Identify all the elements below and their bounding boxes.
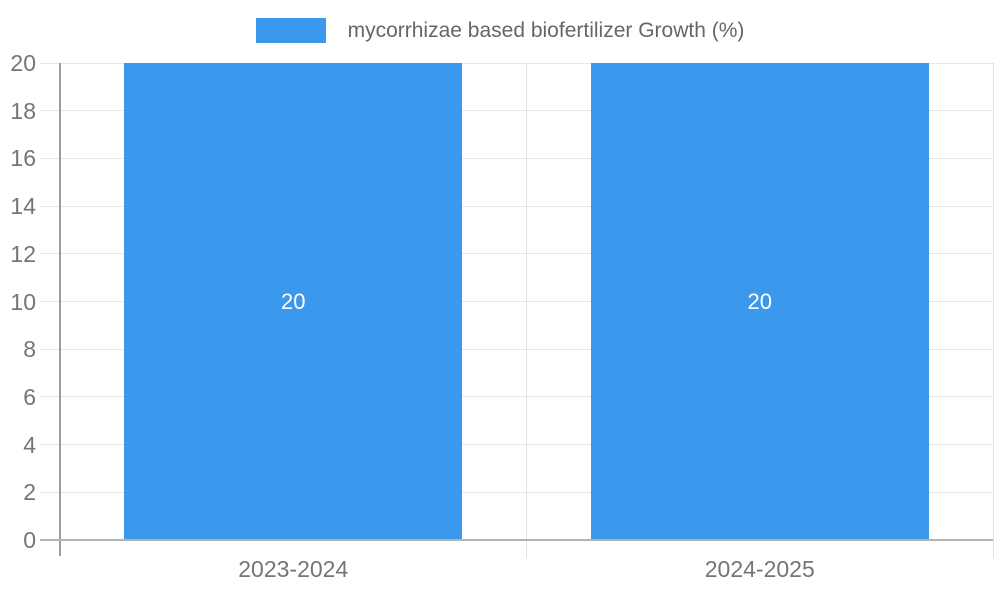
legend[interactable]: mycorrhizae based biofertilizer Growth (…: [0, 18, 1000, 43]
y-tick-label: 14: [10, 193, 36, 220]
gridline-horizontal: [40, 444, 993, 446]
y-tick-label: 18: [10, 97, 36, 124]
y-tick-label: 8: [23, 336, 36, 363]
y-tick-label: 6: [23, 383, 36, 410]
bar-value-label: 20: [281, 288, 306, 314]
y-tick-label: 10: [10, 288, 36, 315]
y-tick-label: 4: [23, 431, 36, 458]
gridline-horizontal: [40, 491, 993, 493]
gridline-horizontal: [40, 110, 993, 112]
y-tick-label: 20: [10, 50, 36, 76]
legend-swatch: [255, 18, 326, 43]
x-axis-line: [40, 539, 993, 541]
y-axis-line: [59, 63, 61, 556]
y-tick-label: 0: [23, 527, 36, 553]
gridline-horizontal: [40, 396, 993, 398]
gridline-horizontal: [40, 348, 993, 350]
bar-2024-2025[interactable]: 20: [590, 63, 929, 540]
bar-2023-2024[interactable]: 20: [124, 63, 463, 540]
gridline-horizontal: [40, 205, 993, 207]
gridline-vertical: [526, 63, 527, 558]
x-tick-label: 2023-2024: [238, 556, 349, 582]
gridline-horizontal: [40, 157, 993, 159]
bar-value-label: 20: [747, 288, 772, 314]
y-tick-label: 16: [10, 145, 36, 172]
gridline-horizontal: [40, 253, 993, 255]
x-tick-label: 2024-2025: [704, 556, 815, 582]
gridline-horizontal: [40, 301, 993, 302]
legend-label: mycorrhizae based biofertilizer Growth (…: [347, 19, 745, 42]
y-tick-label: 2: [23, 479, 36, 506]
gridline-horizontal: [40, 62, 993, 64]
y-tick-label: 12: [10, 240, 36, 267]
gridline-vertical: [992, 63, 994, 558]
